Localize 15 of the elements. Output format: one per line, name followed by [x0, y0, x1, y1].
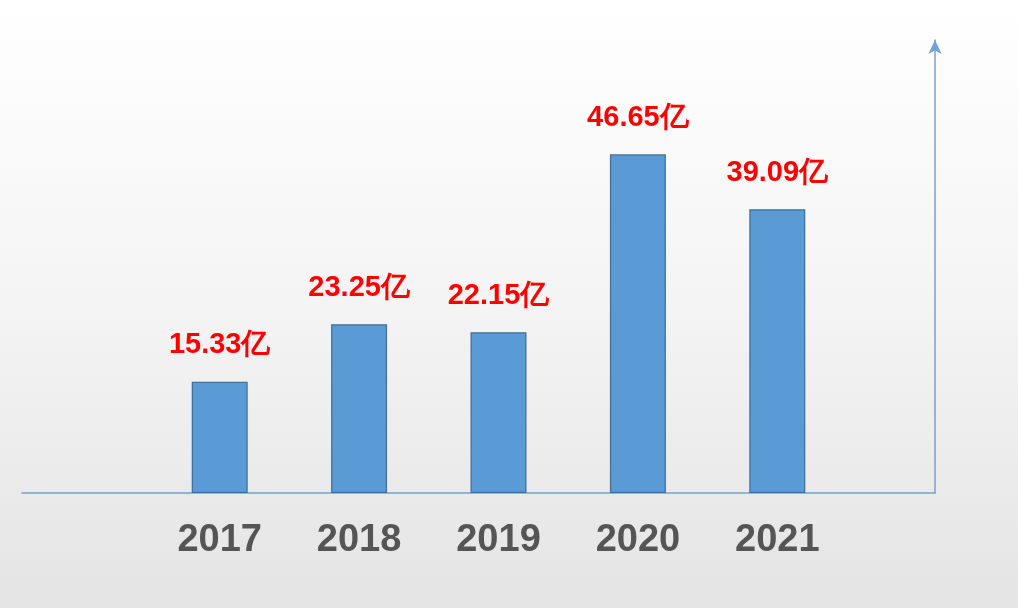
x-tick-label: 2018	[316, 517, 402, 559]
x-tick-label: 2021	[735, 517, 820, 559]
bar	[331, 324, 388, 493]
data-label: 23.25亿	[308, 269, 411, 302]
data-label: 22.15亿	[447, 277, 551, 310]
x-tick-label: 2020	[595, 517, 681, 559]
bar	[749, 209, 806, 493]
bar	[609, 154, 666, 493]
bar	[470, 332, 527, 493]
bar	[191, 381, 248, 493]
data-label: 46.65亿	[587, 99, 690, 132]
data-label: 15.33亿	[168, 327, 272, 360]
x-tick-label: 2017	[177, 517, 262, 559]
data-label: 39.09亿	[726, 154, 830, 187]
x-tick-label: 2019	[456, 517, 541, 559]
